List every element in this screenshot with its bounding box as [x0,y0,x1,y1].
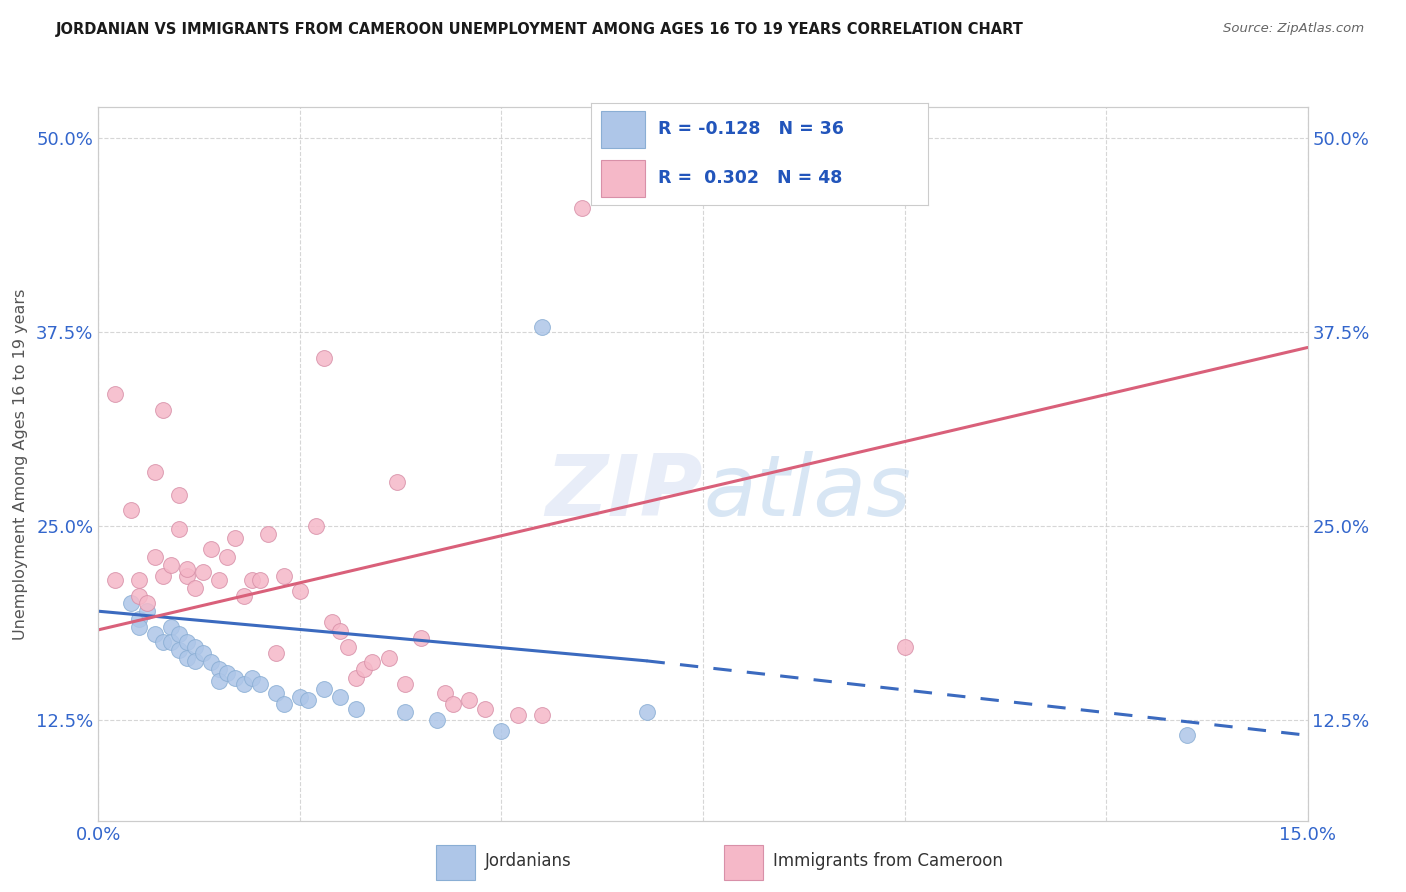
Point [434,686,457,700]
Point [385,475,408,490]
Point [305,519,328,533]
Point [143,549,166,564]
Point [135,597,157,611]
Bar [600,111,644,148]
Point [506,708,529,723]
Point [184,581,207,595]
Point [167,643,190,657]
Point [377,650,399,665]
Point [458,692,481,706]
Point [217,549,239,564]
Point [530,708,553,723]
Point [321,615,343,629]
Point [297,692,319,706]
Point [152,568,174,582]
Point [160,635,183,649]
Point [224,531,246,545]
Point [143,465,166,479]
Point [176,650,198,665]
Point [208,673,231,688]
Point [143,627,166,641]
Point [200,542,222,557]
Point [152,402,174,417]
Point [184,654,207,668]
Point [491,723,513,738]
Point [120,597,142,611]
Text: Source: ZipAtlas.com: Source: ZipAtlas.com [1223,22,1364,36]
Point [249,677,271,691]
Point [208,573,231,587]
Point [120,503,142,517]
Point [167,488,190,502]
Point [249,573,271,587]
Point [288,690,311,704]
Point [426,713,449,727]
Text: R = -0.128   N = 36: R = -0.128 N = 36 [658,120,844,138]
Point [128,573,150,587]
Text: ZIP: ZIP [546,450,703,534]
Point [135,604,157,618]
Point [441,698,464,712]
Point [103,387,125,401]
Point [530,320,553,334]
Point [167,522,190,536]
Point [160,558,183,572]
Point [409,631,432,645]
Point [264,646,287,660]
Point [314,351,336,366]
Text: R =  0.302   N = 48: R = 0.302 N = 48 [658,169,842,187]
Point [329,690,352,704]
Point [344,702,367,716]
Point [256,526,278,541]
Point [571,201,593,215]
Point [128,620,150,634]
Point [160,620,183,634]
Point [314,681,336,696]
Point [193,566,215,580]
Point [264,686,287,700]
Point [353,662,375,676]
Point [167,627,190,641]
Point [344,671,367,685]
Point [232,589,254,603]
Point [240,573,263,587]
Point [176,568,198,582]
Point [208,662,231,676]
Bar [724,845,763,880]
Point [329,624,352,639]
Text: Immigrants from Cameroon: Immigrants from Cameroon [773,852,1002,870]
Point [184,640,207,654]
Point [1175,728,1198,742]
Point [232,677,254,691]
Point [474,702,496,716]
Point [288,584,311,599]
Y-axis label: Unemployment Among Ages 16 to 19 years: Unemployment Among Ages 16 to 19 years [13,288,28,640]
Point [176,635,198,649]
Point [193,646,215,660]
Point [200,656,222,670]
Bar [436,845,475,880]
Point [361,656,384,670]
Point [893,640,915,654]
Point [224,671,246,685]
Point [636,705,658,719]
Text: Jordanians: Jordanians [485,852,572,870]
Point [337,640,360,654]
Point [152,635,174,649]
Point [394,705,416,719]
Point [103,573,125,587]
Point [273,568,295,582]
Point [128,612,150,626]
Text: JORDANIAN VS IMMIGRANTS FROM CAMEROON UNEMPLOYMENT AMONG AGES 16 TO 19 YEARS COR: JORDANIAN VS IMMIGRANTS FROM CAMEROON UN… [56,22,1024,37]
Point [176,562,198,576]
Text: atlas: atlas [703,450,911,534]
Point [217,666,239,681]
Point [240,671,263,685]
Point [394,677,416,691]
Point [128,589,150,603]
Point [273,698,295,712]
Bar [600,160,644,197]
